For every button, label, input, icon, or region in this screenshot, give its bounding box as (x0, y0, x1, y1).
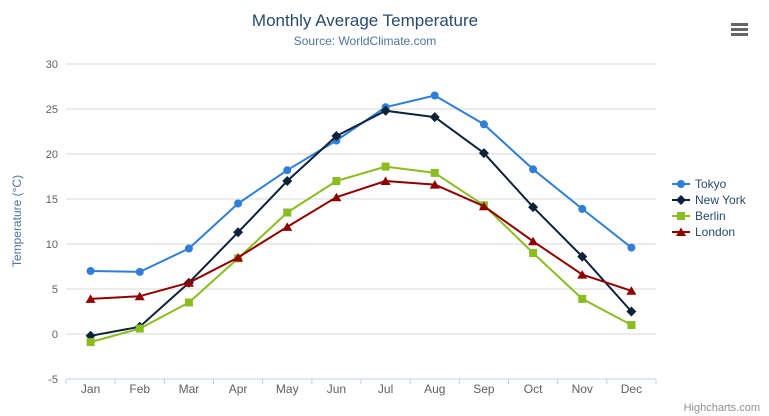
series-london (85, 176, 637, 303)
chart-context-menu-button[interactable] (729, 21, 751, 39)
data-point-london[interactable] (183, 278, 194, 287)
data-point-berlin[interactable] (86, 338, 95, 347)
x-tick-label: Jan (81, 382, 100, 396)
x-tick-label: Dec (621, 382, 642, 396)
data-point-tokyo[interactable] (135, 267, 144, 276)
x-tick-label: Nov (572, 382, 593, 396)
y-tick-label: 15 (46, 194, 58, 206)
data-point-tokyo[interactable] (234, 199, 243, 208)
legend-label: Berlin (695, 209, 726, 223)
y-axis-labels: -5 0 5 10 15 20 25 30 (46, 59, 58, 386)
data-point-tokyo[interactable] (283, 166, 292, 175)
data-point-berlin[interactable] (135, 324, 144, 333)
data-point-new-york[interactable] (429, 112, 440, 123)
chart-subtitle: Source: WorldClimate.com (293, 34, 437, 48)
data-point-london[interactable] (626, 286, 637, 295)
y-axis-title: Temperature (°C) (10, 174, 24, 268)
x-axis: Jan Feb Mar Apr May Jun Jul Aug Sep Oct Nov Dec (65, 378, 657, 396)
data-point-tokyo[interactable] (184, 244, 193, 253)
data-point-london[interactable] (577, 270, 588, 279)
x-tick-label: Mar (179, 382, 200, 396)
legend-label: London (695, 225, 736, 239)
data-point-london[interactable] (380, 176, 391, 186)
legend-item-berlin[interactable]: Berlin (672, 208, 746, 224)
data-point-berlin[interactable] (184, 298, 193, 307)
data-point-tokyo[interactable] (578, 204, 587, 213)
y-tick-label: 30 (46, 59, 58, 71)
legend: Tokyo New York Berlin London (672, 176, 746, 240)
x-tick-label: Jul (378, 382, 393, 396)
legend-item-london[interactable]: London (672, 224, 746, 240)
square-legend-icon (672, 212, 690, 220)
data-point-tokyo[interactable] (529, 165, 538, 174)
data-point-tokyo[interactable] (86, 267, 95, 275)
data-point-berlin[interactable] (283, 208, 292, 217)
data-point-berlin[interactable] (627, 321, 636, 329)
data-point-berlin[interactable] (529, 249, 538, 257)
data-point-new-york[interactable] (331, 131, 342, 141)
data-point-tokyo[interactable] (479, 120, 488, 129)
data-point-berlin[interactable] (332, 177, 341, 185)
triangle-legend-icon (672, 227, 690, 236)
data-point-new-york[interactable] (577, 251, 588, 262)
y-tick-label: 10 (46, 239, 58, 251)
legend-label: Tokyo (695, 177, 727, 191)
data-point-london[interactable] (134, 291, 145, 301)
y-tick-label: 0 (52, 329, 58, 341)
data-point-new-york[interactable] (282, 176, 293, 186)
data-point-new-york[interactable] (233, 227, 244, 238)
data-point-new-york[interactable] (626, 306, 637, 317)
x-tick-label: Oct (524, 382, 543, 396)
legend-item-new-york[interactable]: New York (672, 192, 746, 208)
x-tick-label: Sep (473, 382, 495, 396)
highcharts-credit-link[interactable]: Highcharts.com (683, 402, 760, 414)
data-point-london[interactable] (429, 180, 440, 189)
data-point-berlin[interactable] (381, 162, 390, 171)
data-point-new-york[interactable] (478, 148, 489, 159)
x-tick-label: Aug (424, 382, 445, 396)
data-point-tokyo[interactable] (627, 243, 636, 252)
x-tick-label: May (276, 382, 299, 396)
series-new-york (85, 105, 637, 341)
data-point-new-york[interactable] (380, 105, 391, 116)
data-point-london[interactable] (85, 294, 96, 303)
data-point-london[interactable] (331, 192, 342, 202)
data-point-berlin[interactable] (430, 168, 439, 177)
y-tick-label: 25 (46, 104, 58, 116)
gridlines (66, 63, 656, 380)
legend-item-tokyo[interactable]: Tokyo (672, 176, 746, 192)
chart-title: Monthly Average Temperature (251, 11, 479, 30)
y-tick-label: 20 (46, 149, 58, 161)
circle-legend-icon (672, 180, 690, 188)
data-point-tokyo[interactable] (430, 91, 439, 100)
y-tick-label: 5 (52, 284, 58, 296)
x-tick-label: Jun (327, 382, 346, 396)
data-point-london[interactable] (528, 236, 539, 246)
y-tick-label: -5 (48, 374, 58, 386)
data-point-london[interactable] (233, 253, 244, 262)
x-tick-label: Apr (229, 382, 248, 396)
diamond-legend-icon (672, 195, 690, 205)
data-point-london[interactable] (282, 222, 293, 231)
series-tokyo (86, 91, 636, 276)
hamburger-icon (731, 23, 749, 36)
x-tick-label: Feb (129, 382, 150, 396)
legend-label: New York (695, 193, 746, 207)
data-point-berlin[interactable] (578, 294, 587, 303)
data-point-new-york[interactable] (528, 202, 539, 213)
data-point-london[interactable] (478, 201, 489, 211)
